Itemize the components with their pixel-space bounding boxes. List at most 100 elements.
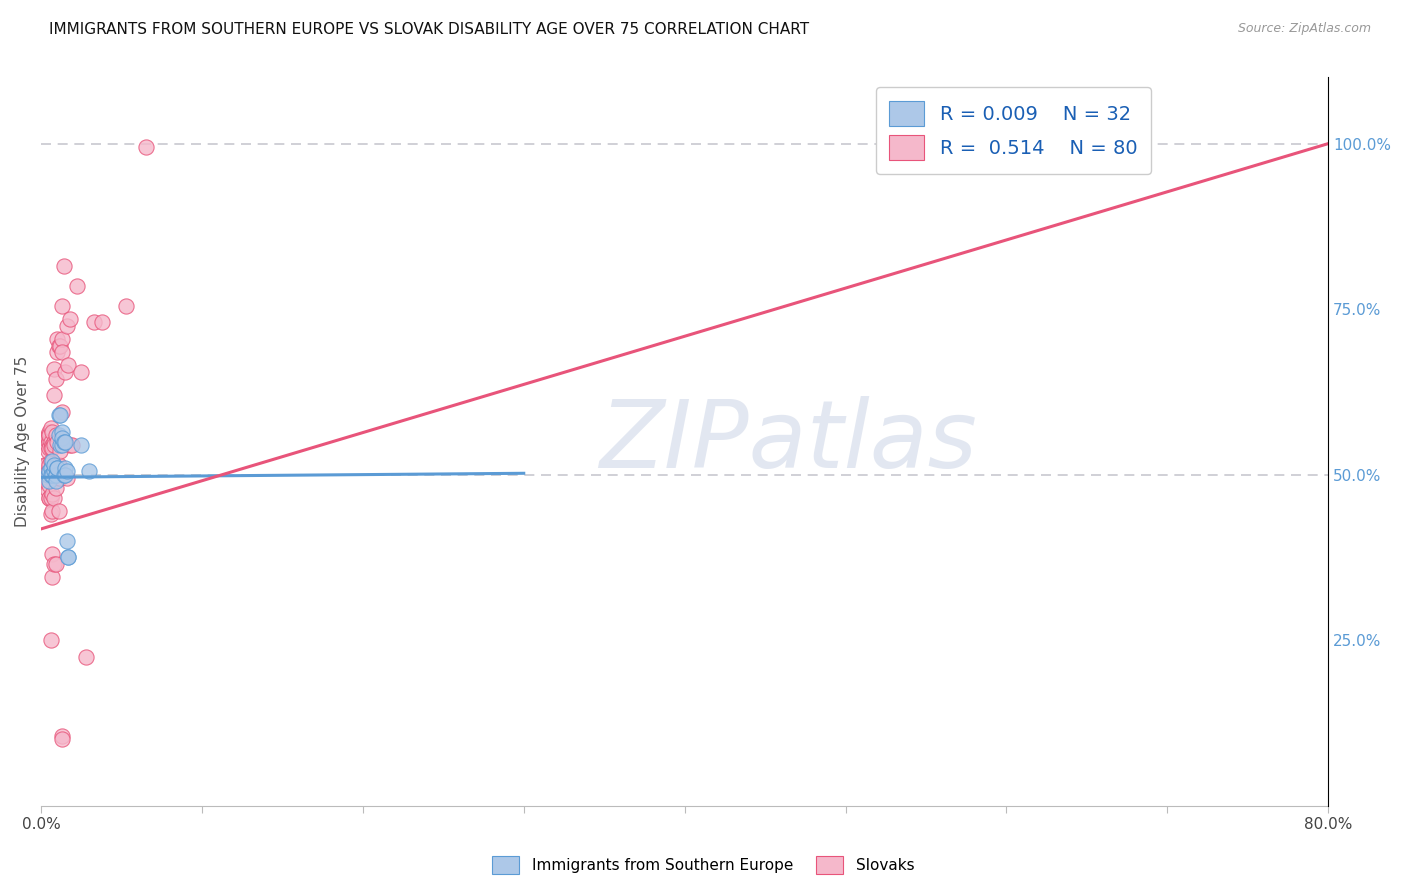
Point bbox=[46, 345, 69, 359]
Y-axis label: Disability Age Over 75: Disability Age Over 75 bbox=[15, 356, 30, 527]
Point bbox=[38, 425, 60, 439]
Text: IMMIGRANTS FROM SOUTHERN EUROPE VS SLOVAK DISABILITY AGE OVER 75 CORRELATION CHA: IMMIGRANTS FROM SOUTHERN EUROPE VS SLOVA… bbox=[49, 22, 810, 37]
Point bbox=[37, 434, 59, 449]
Point bbox=[39, 461, 62, 475]
Point bbox=[42, 464, 65, 478]
Point bbox=[37, 444, 59, 458]
Point bbox=[38, 458, 60, 472]
Point bbox=[51, 332, 73, 346]
Point bbox=[42, 438, 65, 452]
Point bbox=[35, 475, 58, 489]
Point bbox=[34, 461, 56, 475]
Point bbox=[39, 467, 62, 482]
Point bbox=[41, 487, 63, 501]
Point bbox=[37, 467, 59, 482]
Point bbox=[38, 475, 60, 489]
Point bbox=[51, 438, 73, 452]
Point bbox=[41, 467, 63, 482]
Point bbox=[51, 732, 73, 747]
Point bbox=[38, 428, 60, 442]
Point bbox=[49, 444, 72, 458]
Point bbox=[48, 408, 70, 422]
Point bbox=[41, 504, 63, 518]
Point bbox=[52, 434, 75, 449]
Point bbox=[42, 434, 65, 449]
Point bbox=[51, 345, 73, 359]
Point bbox=[41, 454, 63, 468]
Point bbox=[52, 467, 75, 482]
Point bbox=[49, 438, 72, 452]
Point bbox=[34, 458, 56, 472]
Point bbox=[70, 438, 93, 452]
Point bbox=[42, 491, 65, 505]
Point bbox=[59, 438, 82, 452]
Point bbox=[37, 428, 59, 442]
Point bbox=[35, 467, 58, 482]
Point bbox=[79, 464, 101, 478]
Point bbox=[70, 365, 93, 379]
Point bbox=[46, 458, 69, 472]
Point bbox=[42, 361, 65, 376]
Point bbox=[45, 464, 67, 478]
Point bbox=[37, 484, 59, 499]
Point bbox=[56, 471, 79, 485]
Point bbox=[46, 461, 69, 475]
Point bbox=[42, 388, 65, 402]
Point bbox=[42, 471, 65, 485]
Point bbox=[39, 421, 62, 435]
Point bbox=[58, 550, 80, 565]
Point bbox=[45, 467, 67, 482]
Point bbox=[39, 441, 62, 455]
Point bbox=[56, 318, 79, 333]
Legend: Immigrants from Southern Europe, Slovaks: Immigrants from Southern Europe, Slovaks bbox=[485, 850, 921, 880]
Point bbox=[41, 547, 63, 561]
Point bbox=[35, 458, 58, 472]
Point bbox=[41, 438, 63, 452]
Point bbox=[48, 458, 70, 472]
Point bbox=[42, 557, 65, 571]
Point bbox=[38, 491, 60, 505]
Text: ZIPatlas: ZIPatlas bbox=[599, 396, 977, 487]
Point bbox=[45, 371, 67, 385]
Point bbox=[56, 533, 79, 548]
Point bbox=[58, 359, 80, 373]
Point bbox=[41, 570, 63, 584]
Point bbox=[51, 299, 73, 313]
Point bbox=[51, 425, 73, 439]
Point bbox=[39, 434, 62, 449]
Point bbox=[46, 332, 69, 346]
Point bbox=[49, 338, 72, 352]
Point bbox=[39, 467, 62, 482]
Point bbox=[53, 365, 76, 379]
Point bbox=[49, 408, 72, 422]
Point bbox=[51, 405, 73, 419]
Point bbox=[83, 315, 105, 329]
Point bbox=[48, 504, 70, 518]
Point bbox=[65, 279, 87, 293]
Point bbox=[91, 315, 114, 329]
Point bbox=[53, 467, 76, 482]
Point bbox=[45, 557, 67, 571]
Point bbox=[45, 481, 67, 495]
Point bbox=[135, 140, 157, 154]
Point bbox=[51, 729, 73, 743]
Point bbox=[46, 434, 69, 449]
Point bbox=[39, 491, 62, 505]
Point bbox=[38, 477, 60, 491]
Text: Source: ZipAtlas.com: Source: ZipAtlas.com bbox=[1237, 22, 1371, 36]
Point bbox=[45, 428, 67, 442]
Point bbox=[35, 464, 58, 478]
Point bbox=[37, 464, 59, 478]
Legend: R = 0.009    N = 32, R =  0.514    N = 80: R = 0.009 N = 32, R = 0.514 N = 80 bbox=[876, 87, 1152, 174]
Point bbox=[38, 464, 60, 478]
Point bbox=[52, 259, 75, 273]
Point bbox=[39, 454, 62, 468]
Point bbox=[45, 475, 67, 489]
Point bbox=[34, 467, 56, 482]
Point bbox=[45, 467, 67, 482]
Point bbox=[39, 633, 62, 648]
Point bbox=[53, 434, 76, 449]
Point bbox=[59, 312, 82, 326]
Point bbox=[41, 441, 63, 455]
Point bbox=[58, 550, 80, 565]
